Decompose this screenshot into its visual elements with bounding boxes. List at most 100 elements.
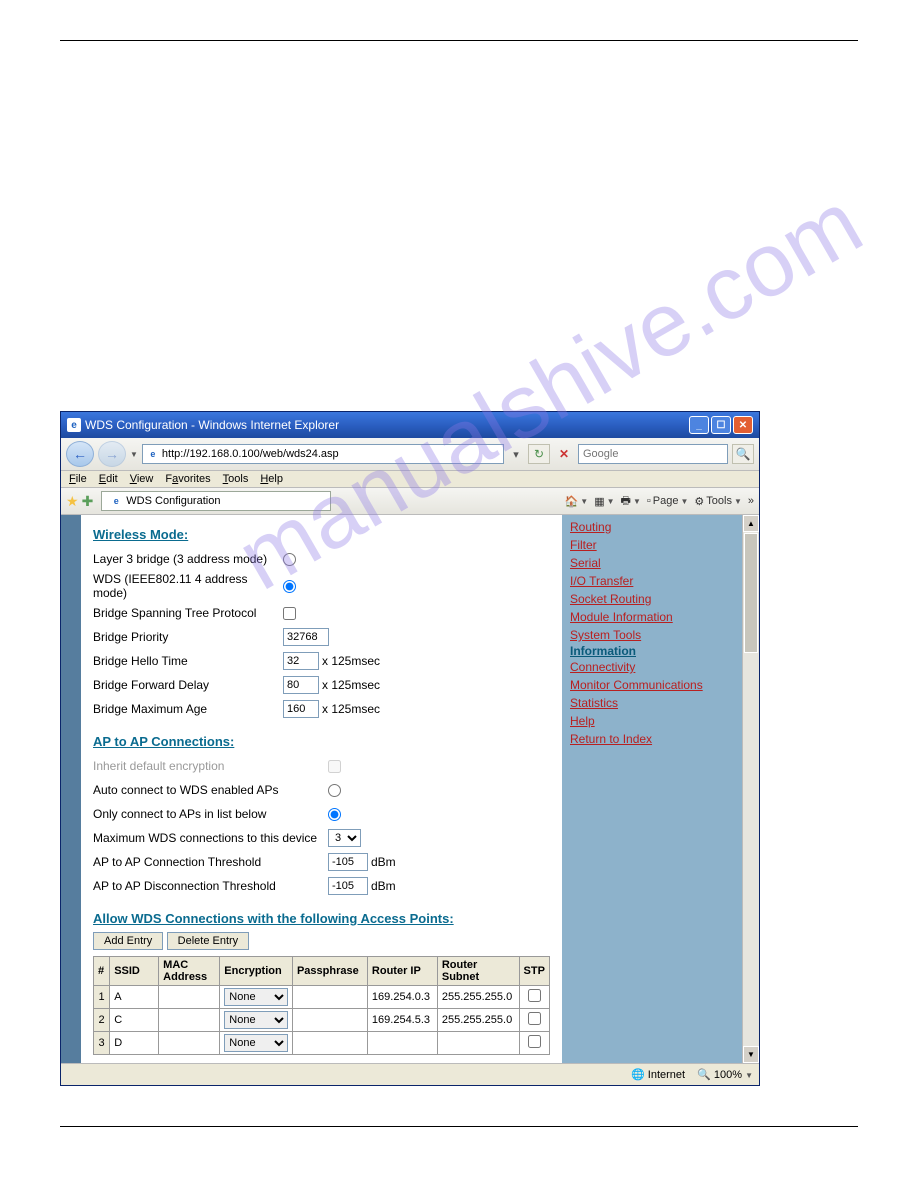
refresh-button[interactable]: ↻ bbox=[528, 444, 550, 464]
sidebar-item-return-index[interactable]: Return to Index bbox=[570, 730, 734, 748]
sidebar-item-monitor-comm[interactable]: Monitor Communications bbox=[570, 676, 734, 694]
search-button[interactable]: 🔍 bbox=[732, 444, 754, 464]
add-favorite-icon[interactable]: ✚ bbox=[82, 493, 94, 510]
sidebar-item-module-info[interactable]: Module Information bbox=[570, 608, 734, 626]
menu-edit[interactable]: Edit bbox=[99, 473, 118, 485]
search-input[interactable] bbox=[578, 444, 728, 464]
sidebar-item-system-tools[interactable]: System Tools bbox=[570, 626, 734, 644]
menu-favorites[interactable]: Favorites bbox=[165, 473, 210, 485]
fwd-input[interactable] bbox=[283, 676, 319, 694]
menu-help[interactable]: Help bbox=[260, 473, 283, 485]
wds-radio[interactable] bbox=[283, 580, 296, 593]
titlebar: e WDS Configuration - Windows Internet E… bbox=[61, 412, 759, 438]
address-dropdown[interactable]: ▾ bbox=[508, 448, 524, 461]
table-row: 2 C None 169.254.5.3 255.255.255.0 bbox=[94, 1009, 550, 1032]
sidebar: Routing Filter Serial I/O Transfer Socke… bbox=[562, 515, 742, 1063]
menu-view[interactable]: View bbox=[130, 473, 154, 485]
maximize-button[interactable]: ☐ bbox=[711, 416, 731, 434]
cell-ssid[interactable]: C bbox=[110, 1009, 159, 1032]
enc-select[interactable]: None bbox=[224, 1011, 288, 1029]
zoom-control[interactable]: 🔍 100% ▼ bbox=[697, 1068, 753, 1081]
layer3-radio[interactable] bbox=[283, 553, 296, 566]
favorites-star-icon[interactable]: ★ bbox=[66, 493, 79, 510]
stop-button[interactable]: ✕ bbox=[554, 444, 574, 464]
stp-row-checkbox[interactable] bbox=[528, 1012, 541, 1025]
hello-unit: x 125msec bbox=[322, 654, 380, 668]
main-content: Wireless Mode: Layer 3 bridge (3 address… bbox=[81, 515, 562, 1063]
add-entry-button[interactable]: Add Entry bbox=[93, 932, 163, 950]
cell-ssid[interactable]: D bbox=[110, 1032, 159, 1055]
sidebar-item-routing[interactable]: Routing bbox=[570, 518, 734, 536]
browser-tab[interactable]: e WDS Configuration bbox=[101, 491, 331, 511]
status-zone: 🌐 Internet bbox=[631, 1068, 685, 1081]
menu-file[interactable]: FFileile bbox=[69, 473, 87, 485]
scroll-up-icon[interactable]: ▲ bbox=[743, 515, 759, 532]
stp-row-checkbox[interactable] bbox=[528, 1035, 541, 1048]
priority-input[interactable] bbox=[283, 628, 329, 646]
cell-stp bbox=[519, 1032, 549, 1055]
sidebar-item-serial[interactable]: Serial bbox=[570, 554, 734, 572]
cell-mac[interactable] bbox=[159, 986, 220, 1009]
table-header-row: # SSID MAC Address Encryption Passphrase… bbox=[94, 957, 550, 986]
scroll-down-icon[interactable]: ▼ bbox=[743, 1046, 759, 1063]
page-menu[interactable]: ▫ Page ▼ bbox=[647, 495, 689, 507]
delete-entry-button[interactable]: Delete Entry bbox=[167, 932, 250, 950]
back-button[interactable]: ← bbox=[66, 441, 94, 467]
cell-rsub[interactable] bbox=[437, 1032, 519, 1055]
scroll-track[interactable] bbox=[743, 654, 759, 1046]
close-button[interactable]: ✕ bbox=[733, 416, 753, 434]
maxconn-label: Maximum WDS connections to this device bbox=[93, 831, 328, 845]
stp-checkbox[interactable] bbox=[283, 607, 296, 620]
wds-label: WDS (IEEE802.11 4 address mode) bbox=[93, 572, 283, 600]
ap-connections-head: AP to AP Connections: bbox=[93, 734, 550, 749]
vertical-scrollbar[interactable]: ▲ ▼ bbox=[742, 515, 759, 1063]
cell-mac[interactable] bbox=[159, 1009, 220, 1032]
cell-pass[interactable] bbox=[292, 986, 367, 1009]
sidebar-item-socket-routing[interactable]: Socket Routing bbox=[570, 590, 734, 608]
home-button[interactable]: 🏠▼ bbox=[565, 495, 589, 508]
col-rsub: Router Subnet bbox=[437, 957, 519, 986]
cell-pass[interactable] bbox=[292, 1032, 367, 1055]
nav-toolbar: ← → ▼ e http://192.168.0.100/web/wds24.a… bbox=[61, 438, 759, 471]
sidebar-item-statistics[interactable]: Statistics bbox=[570, 694, 734, 712]
maxconn-select[interactable]: 3 bbox=[328, 829, 361, 847]
maxage-input[interactable] bbox=[283, 700, 319, 718]
cell-ssid[interactable]: A bbox=[110, 986, 159, 1009]
cell-num: 2 bbox=[94, 1009, 110, 1032]
sidebar-item-filter[interactable]: Filter bbox=[570, 536, 734, 554]
cell-enc: None bbox=[220, 1032, 293, 1055]
sidebar-item-connectivity[interactable]: Connectivity bbox=[570, 658, 734, 676]
left-margin-bar bbox=[61, 515, 81, 1063]
enc-select[interactable]: None bbox=[224, 988, 288, 1006]
cell-pass[interactable] bbox=[292, 1009, 367, 1032]
stp-label: Bridge Spanning Tree Protocol bbox=[93, 606, 283, 620]
conn-thr-input[interactable] bbox=[328, 853, 368, 871]
scroll-thumb[interactable] bbox=[744, 533, 758, 653]
auto-connect-radio[interactable] bbox=[328, 784, 341, 797]
only-list-radio[interactable] bbox=[328, 808, 341, 821]
cell-mac[interactable] bbox=[159, 1032, 220, 1055]
cell-rip[interactable] bbox=[367, 1032, 437, 1055]
chevron-button[interactable]: » bbox=[748, 495, 754, 507]
sidebar-item-help[interactable]: Help bbox=[570, 712, 734, 730]
cell-rip[interactable]: 169.254.5.3 bbox=[367, 1009, 437, 1032]
print-button[interactable]: 🖶▼ bbox=[621, 492, 641, 511]
sidebar-item-io-transfer[interactable]: I/O Transfer bbox=[570, 572, 734, 590]
cell-rsub[interactable]: 255.255.255.0 bbox=[437, 986, 519, 1009]
cell-rsub[interactable]: 255.255.255.0 bbox=[437, 1009, 519, 1032]
menu-tools[interactable]: Tools bbox=[223, 473, 249, 485]
disc-thr-input[interactable] bbox=[328, 877, 368, 895]
allow-head: Allow WDS Connections with the following… bbox=[93, 911, 550, 926]
feeds-button[interactable]: ▦▼ bbox=[594, 495, 614, 508]
only-list-label: Only connect to APs in list below bbox=[93, 807, 328, 821]
enc-select[interactable]: None bbox=[224, 1034, 288, 1052]
hello-input[interactable] bbox=[283, 652, 319, 670]
window-title: WDS Configuration - Windows Internet Exp… bbox=[85, 418, 339, 432]
minimize-button[interactable]: _ bbox=[689, 416, 709, 434]
nav-history-dropdown[interactable]: ▼ bbox=[130, 450, 138, 459]
tools-menu[interactable]: ⚙ Tools ▼ bbox=[694, 495, 741, 508]
address-bar[interactable]: e http://192.168.0.100/web/wds24.asp bbox=[142, 444, 504, 464]
stp-row-checkbox[interactable] bbox=[528, 989, 541, 1002]
forward-button[interactable]: → bbox=[98, 441, 126, 467]
cell-rip[interactable]: 169.254.0.3 bbox=[367, 986, 437, 1009]
